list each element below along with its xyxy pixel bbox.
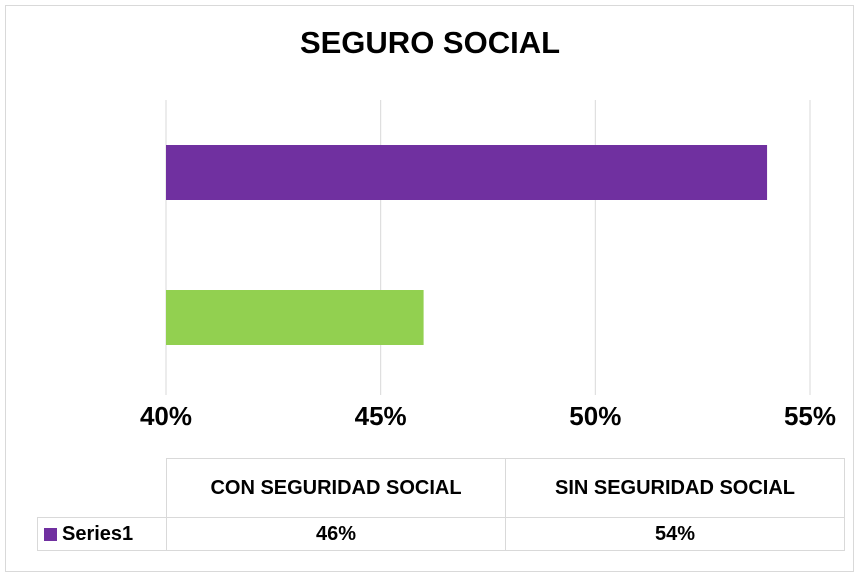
x-tick-label: 45%: [355, 401, 407, 431]
table-value: 46%: [166, 517, 506, 551]
chart-border: [5, 5, 854, 572]
legend-label: Series1: [62, 523, 134, 545]
table-header: SIN SEGURIDAD SOCIAL: [505, 458, 845, 518]
chart-title: SEGURO SOCIAL: [300, 25, 560, 60]
x-tick-label: 40%: [140, 401, 192, 431]
bar: [166, 290, 424, 345]
x-tick-label: 55%: [784, 401, 836, 431]
table-header: CON SEGURIDAD SOCIAL: [166, 458, 506, 518]
table-row-header: Series1: [37, 517, 167, 551]
x-tick-label: 50%: [569, 401, 621, 431]
legend-key: [44, 527, 57, 541]
table-value: 54%: [505, 517, 845, 551]
bar: [166, 145, 768, 200]
